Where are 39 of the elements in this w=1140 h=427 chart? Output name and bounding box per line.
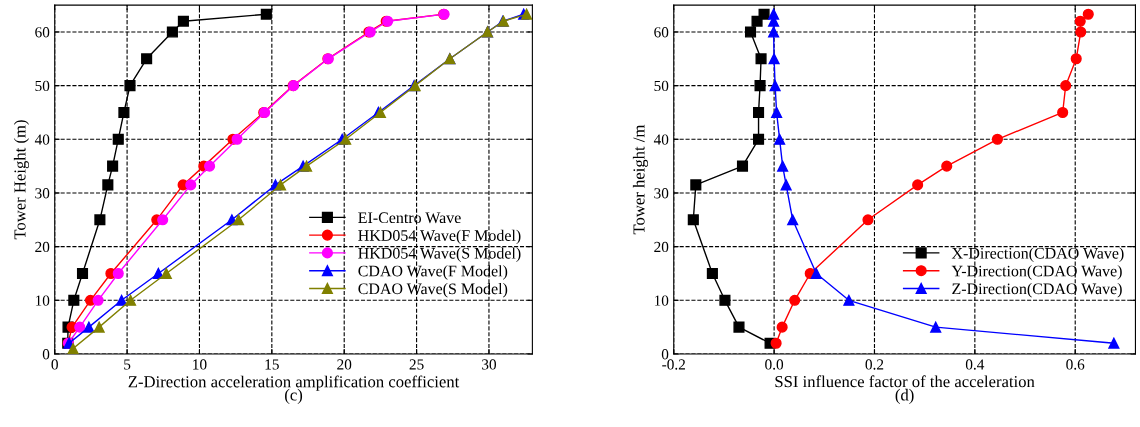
- x-tick-label: 0.2: [865, 359, 884, 370]
- y-axis-title: Tower height /m: [632, 124, 649, 235]
- y-tick-label: 20: [654, 241, 669, 253]
- x-tick-label: 30: [482, 359, 497, 370]
- y-tick-label: 30: [654, 188, 669, 199]
- legend-label: X-Direction(CDAO Wave): [951, 247, 1124, 262]
- y-tick-label: 40: [653, 134, 669, 145]
- x-tick-label: 0: [51, 359, 58, 370]
- y-tick-label: 20: [35, 241, 50, 253]
- x-tick-label: 15: [265, 359, 279, 370]
- text: (c): [285, 388, 303, 404]
- y-tick-label: 50: [654, 80, 669, 92]
- y-tick-label: 30: [35, 188, 50, 199]
- x-tick-label: 10: [193, 359, 207, 370]
- y-tick-label: 0: [661, 349, 669, 360]
- y-tick-label: 60: [654, 27, 669, 38]
- y-tick-label: 50: [35, 80, 50, 92]
- legend-label: Z-Direction(CDAO Wave): [952, 282, 1122, 298]
- x-tick-label: 20: [337, 359, 352, 370]
- x-axis-title: SSI influence factor of the acceleration: [775, 375, 1035, 388]
- y-tick-label: 0: [42, 349, 50, 360]
- text: (d): [895, 388, 914, 404]
- y-tick-label: 60: [35, 27, 50, 38]
- legend-label: EI-Centro Wave: [358, 212, 461, 224]
- y-tick-label: 40: [34, 134, 50, 145]
- x-tick-label: 0.6: [1066, 359, 1085, 370]
- legend-label: CDAO Wave(S Model): [358, 282, 508, 298]
- x-tick-label: -0.2: [662, 359, 685, 370]
- y-tick-label: 10: [35, 295, 50, 306]
- y-axis-title: Tower Height (m): [13, 120, 30, 240]
- x-tick-label: 25: [409, 359, 424, 370]
- legend-label: HKD054 Wave(F Model): [358, 229, 521, 245]
- x-tick-label: 0.4: [965, 359, 985, 370]
- legend-label: HKD054 Wave(S Model): [358, 247, 521, 262]
- legend-label: Y-Direction(CDAO Wave): [951, 265, 1122, 280]
- x-tick-label: 0.0: [765, 359, 784, 370]
- x-tick-label: 5: [124, 359, 131, 370]
- y-tick-label: 10: [654, 295, 669, 306]
- legend-label: CDAO Wave(F Model): [358, 265, 508, 280]
